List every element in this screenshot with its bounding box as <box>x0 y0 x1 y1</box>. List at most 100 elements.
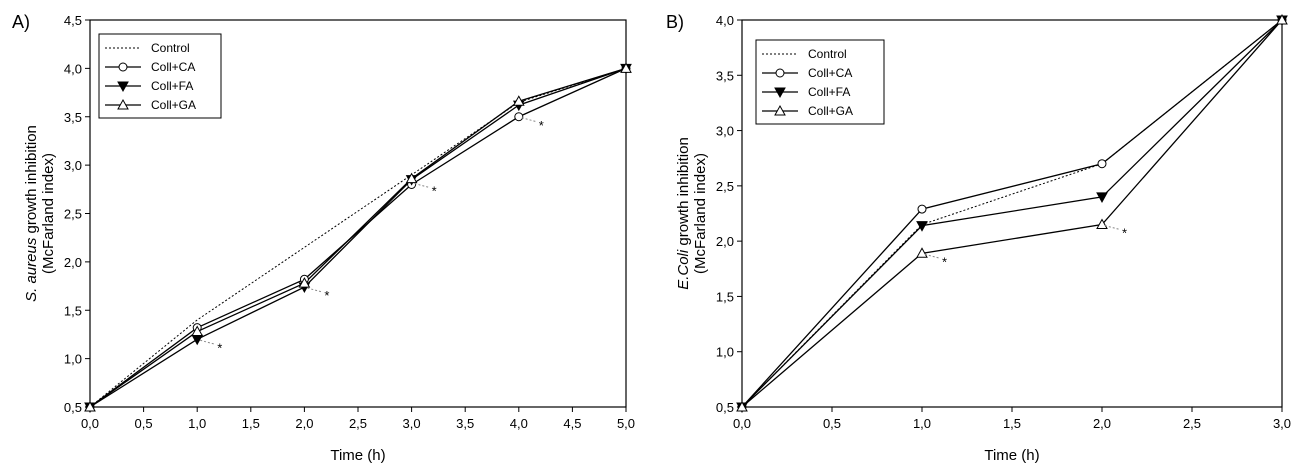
data-point-triangle-up <box>620 62 632 73</box>
legend-label: Control <box>151 41 190 55</box>
panel-label: B) <box>666 12 684 32</box>
legend-label: Control <box>808 47 847 61</box>
x-tick-label: 0,0 <box>81 416 99 431</box>
legend-label: Coll+CA <box>151 60 195 74</box>
y-axis-label: S. aureus growth inhibition <box>23 125 40 302</box>
y-tick-label: 4,0 <box>716 13 734 28</box>
y-tick-label: 1,5 <box>716 289 734 304</box>
y-tick-label: 2,5 <box>716 179 734 194</box>
x-tick-label: 2,5 <box>1183 416 1201 431</box>
y-tick-label: 2,5 <box>64 207 82 222</box>
data-point-triangle-up <box>84 400 96 412</box>
data-point-triangle-down <box>774 87 786 99</box>
y-tick-label: 3,0 <box>716 124 734 139</box>
data-point-circle <box>775 68 785 78</box>
data-point-triangle-up <box>512 95 525 106</box>
x-axis-label: Time (h) <box>984 447 1039 464</box>
data-point-circle <box>1097 159 1107 169</box>
series-line-coll-ca <box>741 19 1283 408</box>
legend-label: Coll+FA <box>808 85 850 99</box>
x-tick-label: 2,5 <box>349 416 367 431</box>
data-point-triangle-up <box>916 247 928 258</box>
x-tick-label: 2,0 <box>1093 416 1111 431</box>
y-axis-label-units: (McFarland index) <box>40 153 57 274</box>
significance-leader <box>1104 225 1121 231</box>
significance-mark: * <box>539 118 544 133</box>
y-axis-label: E.Coli growth inhibition <box>675 137 692 290</box>
y-tick-label: 1,0 <box>716 345 734 360</box>
data-point-triangle-up <box>1096 218 1108 230</box>
legend-label: Coll+GA <box>808 104 853 118</box>
significance-leader <box>521 117 537 123</box>
x-tick-label: 3,0 <box>1273 416 1291 431</box>
x-tick-label: 3,5 <box>456 416 474 431</box>
series-line-coll-fa <box>89 67 627 408</box>
y-tick-label: 4,0 <box>64 61 82 76</box>
legend-label: Coll+CA <box>808 66 852 80</box>
x-tick-label: 0,5 <box>135 416 153 431</box>
data-point-circle <box>118 62 128 72</box>
x-tick-label: 0,5 <box>823 416 841 431</box>
x-tick-label: 3,0 <box>403 416 421 431</box>
significance-leader <box>414 183 430 189</box>
data-point-triangle-down <box>117 81 129 93</box>
y-tick-label: 2,0 <box>716 234 734 249</box>
y-tick-label: 3,0 <box>64 158 82 173</box>
panel-b-chart: B)0,0 0,5 1,0 1,5 2,0 2,5 3,00,51,01,52,02,53,… <box>666 12 1291 464</box>
y-axis-label-text: growth inhibition <box>675 137 692 250</box>
y-tick-label: 3,5 <box>64 110 82 125</box>
legend-label: Coll+GA <box>151 98 196 112</box>
data-point-triangle-down <box>191 334 204 346</box>
data-point-triangle-up <box>774 104 786 116</box>
x-tick-label: 4,5 <box>563 416 581 431</box>
data-point-triangle-up <box>736 400 748 412</box>
x-tick-label: 4,0 <box>510 416 528 431</box>
y-axis-label-units: (McFarland index) <box>692 153 709 274</box>
series-line-coll-fa <box>741 19 1283 408</box>
data-point-triangle-up <box>298 277 311 288</box>
x-axis-label: Time (h) <box>330 447 385 464</box>
series-line-control <box>89 67 627 408</box>
significance-mark: * <box>1122 226 1127 241</box>
significance-leader <box>200 339 216 345</box>
data-point-triangle-up <box>117 98 129 110</box>
panel-label: A) <box>12 12 30 32</box>
legend-label: Coll+FA <box>151 79 193 93</box>
data-point-triangle-up <box>405 172 418 184</box>
data-point-circle <box>514 112 524 122</box>
significance-leader <box>924 253 941 259</box>
significance-mark: * <box>217 340 222 355</box>
significance-mark: * <box>324 288 329 303</box>
significance-mark: * <box>942 254 947 269</box>
x-tick-label: 1,0 <box>188 416 206 431</box>
x-tick-label: 1,5 <box>242 416 260 431</box>
legend-box <box>98 33 222 119</box>
series-line-coll-ga <box>741 19 1283 408</box>
x-tick-label: 1,5 <box>1003 416 1021 431</box>
data-point-circle <box>917 204 927 214</box>
y-tick-label: 0,5 <box>64 400 82 415</box>
panel-a-chart: A)0,0 0,5 1,0 1,5 2,0 2,5 3,0 3,5 4,0 4,5 5,00,51,… <box>12 12 635 464</box>
y-tick-label: 1,0 <box>64 352 82 367</box>
x-tick-label: 1,0 <box>913 416 931 431</box>
significance-leader <box>307 287 323 293</box>
x-tick-label: 5,0 <box>617 416 635 431</box>
significance-mark: * <box>432 184 437 199</box>
data-point-triangle-up <box>1276 13 1288 25</box>
series-line-coll-ga <box>89 67 627 408</box>
y-axis-label-text: growth inhibition <box>23 125 40 238</box>
y-tick-label: 3,5 <box>716 68 734 83</box>
y-tick-label: 4,5 <box>64 13 82 28</box>
y-tick-label: 2,0 <box>64 255 82 270</box>
y-axis-label-organism: S. aureus <box>23 237 40 302</box>
y-tick-label: 0,5 <box>716 400 734 415</box>
y-tick-label: 1,5 <box>64 303 82 318</box>
series-line-coll-ca <box>89 67 627 408</box>
y-axis-label-organism: E.Coli <box>675 249 692 290</box>
data-point-triangle-down <box>916 221 928 232</box>
x-tick-label: 2,0 <box>295 416 313 431</box>
x-tick-label: 0,0 <box>733 416 751 431</box>
data-point-triangle-down <box>1096 192 1108 203</box>
data-point-triangle-up <box>191 325 204 337</box>
